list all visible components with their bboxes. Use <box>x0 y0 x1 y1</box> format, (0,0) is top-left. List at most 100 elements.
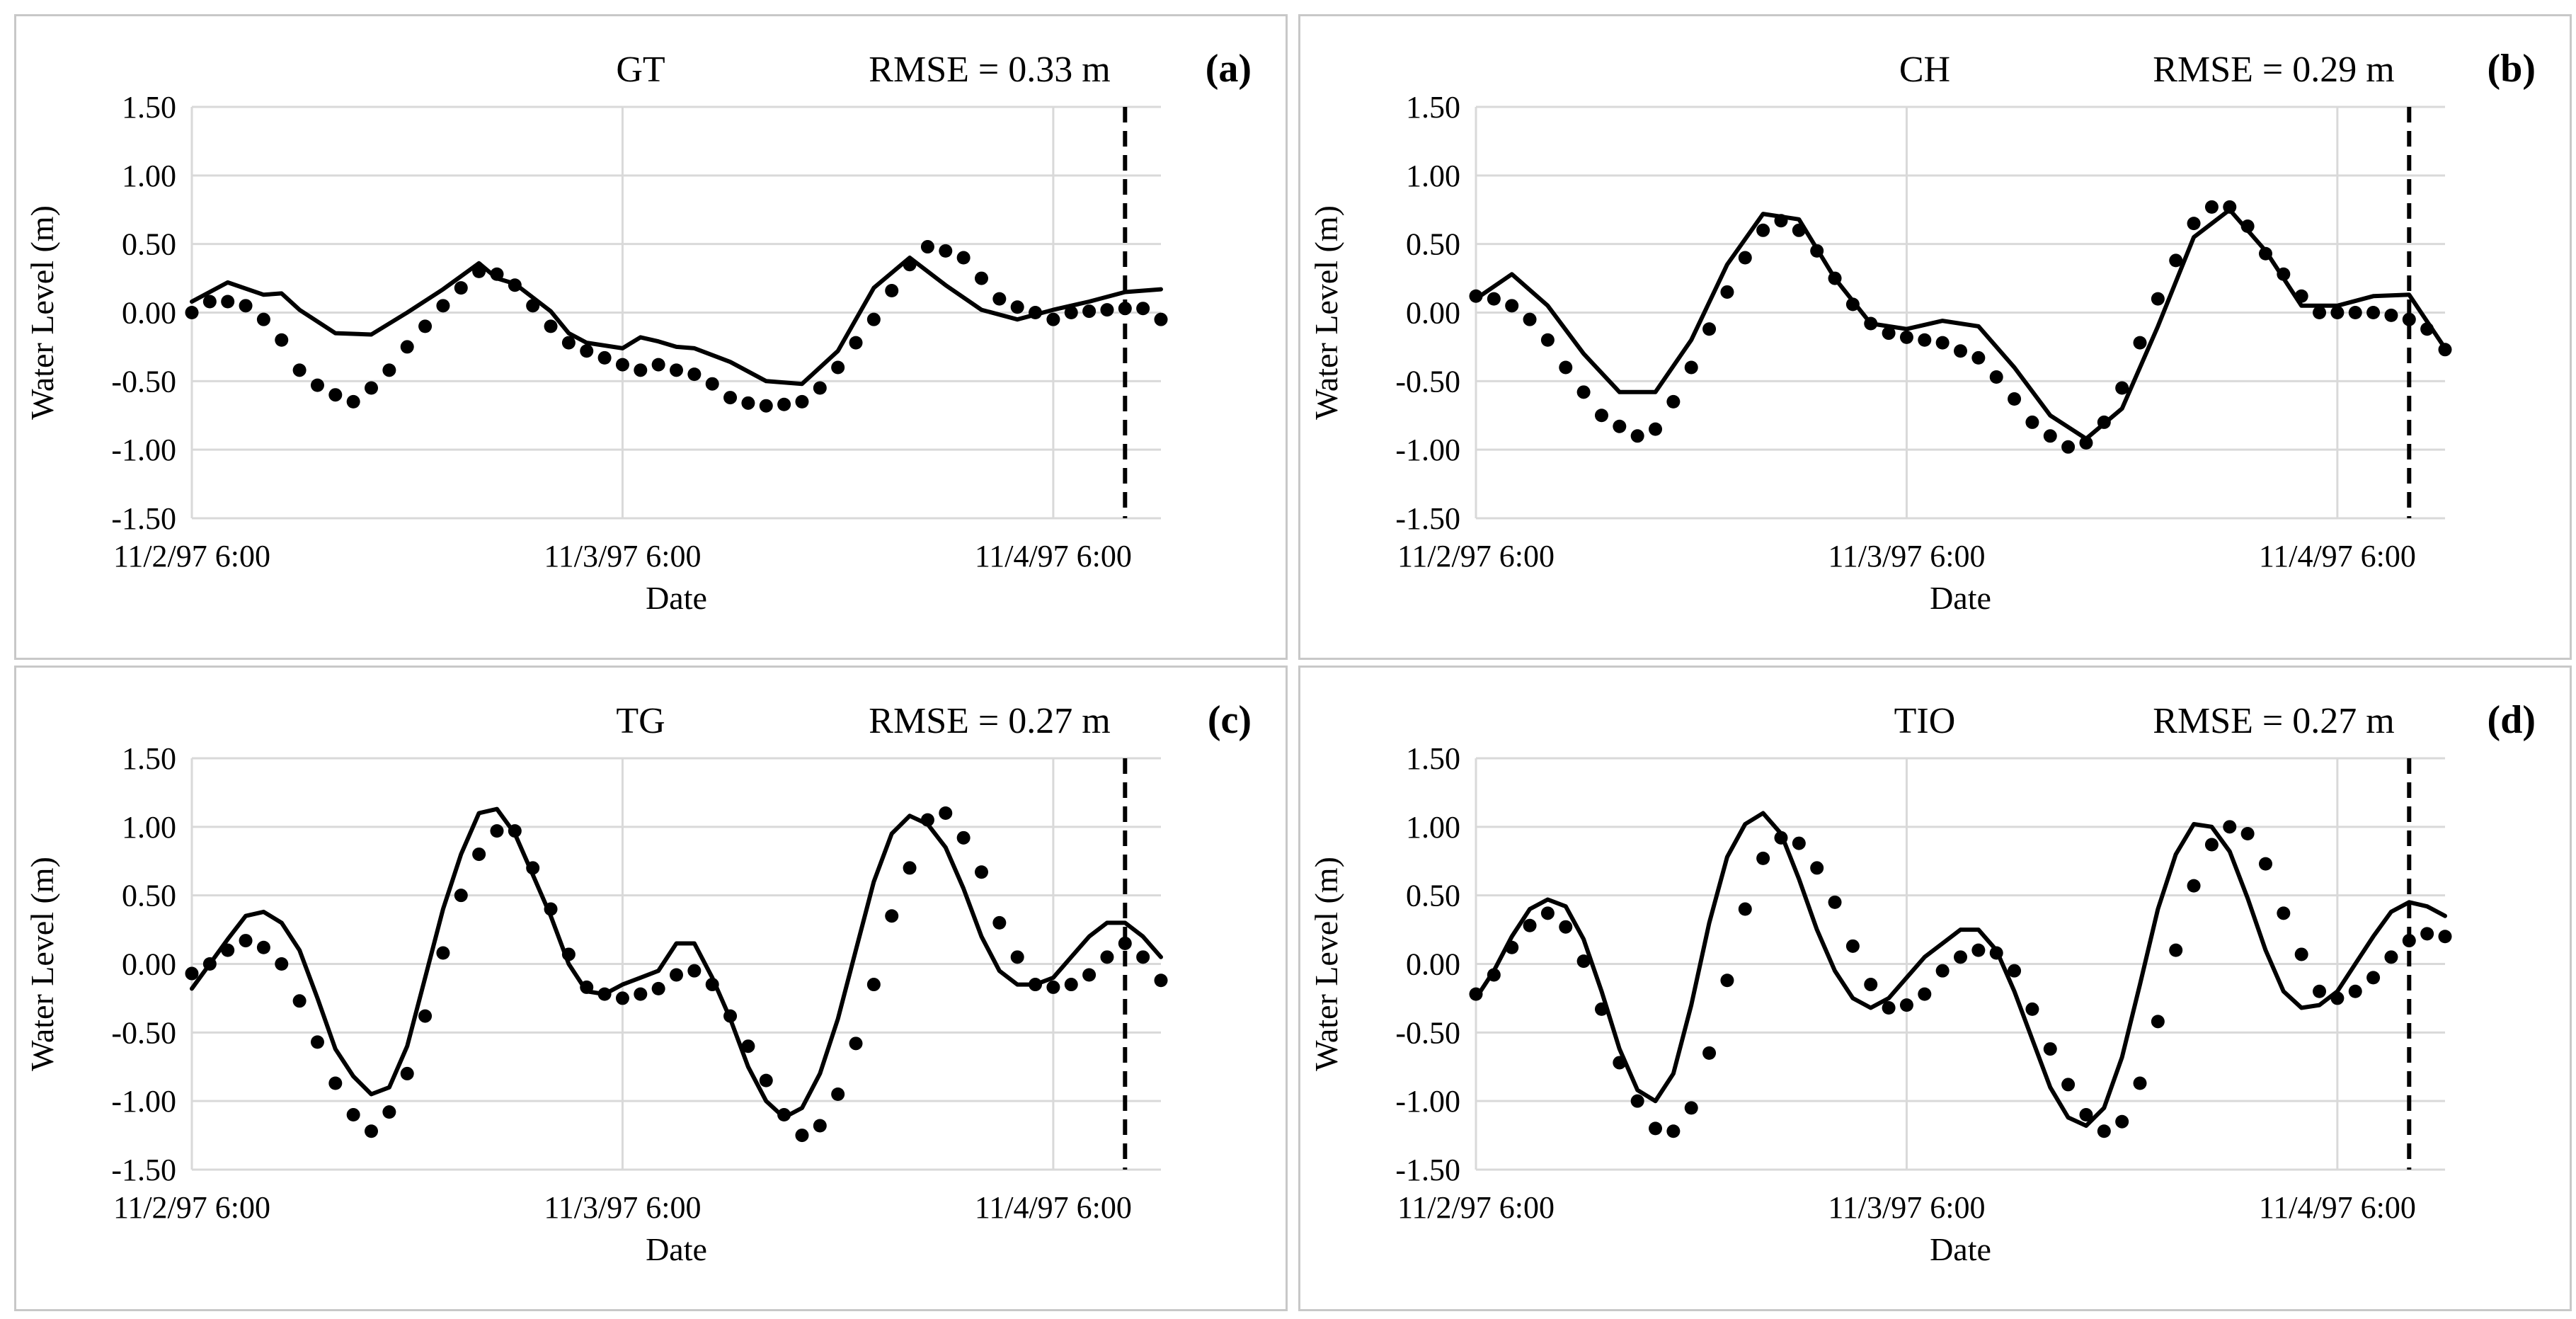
data-point-observed <box>1046 980 1060 994</box>
series-line-simulated <box>1474 811 2447 1128</box>
data-point-observed <box>885 909 899 923</box>
data-point-observed <box>1082 968 1097 982</box>
data-point-observed <box>1154 312 1168 326</box>
data-point-observed <box>400 1066 414 1080</box>
data-point-observed <box>346 1108 360 1122</box>
x-tick-label: 11/4/97 6:00 <box>975 1190 1132 1225</box>
data-point-observed <box>1046 312 1060 326</box>
data-point-observed <box>256 940 270 954</box>
data-point-observed <box>508 824 522 838</box>
data-point-observed <box>992 915 1007 930</box>
data-point-observed <box>1918 333 1932 347</box>
data-point-observed <box>1649 1121 1663 1136</box>
chart-title: GT <box>616 50 665 90</box>
data-point-observed <box>1899 330 1913 344</box>
data-point-observed <box>2313 306 2327 319</box>
data-point-observed <box>1845 297 1860 312</box>
data-point-observed <box>759 1073 773 1087</box>
data-point-observed <box>418 319 433 333</box>
data-point-observed <box>670 968 683 982</box>
data-point-observed <box>580 344 594 358</box>
data-point-observed <box>310 378 324 392</box>
data-point-observed <box>382 363 396 377</box>
data-point-observed <box>472 847 486 862</box>
data-point-observed <box>866 312 881 326</box>
data-point-observed <box>1702 322 1717 336</box>
y-tick-label: -1.00 <box>1395 1084 1460 1119</box>
data-point-observed <box>1792 223 1806 237</box>
data-point-observed <box>2169 253 2183 268</box>
data-point-observed <box>1154 973 1168 988</box>
x-tick-label: 11/4/97 6:00 <box>2259 539 2416 573</box>
data-point-observed <box>885 284 899 298</box>
x-tick-label: 11/3/97 6:00 <box>1828 1190 1985 1225</box>
data-point-observed <box>275 333 289 347</box>
data-point-observed <box>1828 895 1842 909</box>
data-point-observed <box>597 350 612 365</box>
data-point-observed <box>903 258 917 272</box>
data-point-observed <box>1594 1002 1608 1016</box>
data-point-observed <box>615 991 629 1005</box>
data-point-observed <box>561 947 576 961</box>
data-point-observed <box>1899 998 1913 1012</box>
data-point-observed <box>1756 851 1770 865</box>
data-point-observed <box>1810 861 1824 875</box>
data-point-observed <box>1613 1056 1627 1070</box>
data-point-observed <box>1774 830 1788 845</box>
data-point-observed <box>1100 950 1114 964</box>
data-point-observed <box>275 957 289 971</box>
y-tick-label: -0.50 <box>111 364 176 399</box>
data-point-observed <box>2294 947 2308 961</box>
data-point-observed <box>2348 984 2362 998</box>
data-point-observed <box>185 306 199 319</box>
data-point-observed <box>1882 326 1896 341</box>
y-tick-label: 1.50 <box>1406 90 1460 125</box>
data-point-observed <box>1523 312 1537 326</box>
data-point-observed <box>849 336 863 350</box>
data-point-observed <box>2420 927 2434 941</box>
data-point-observed <box>544 902 558 916</box>
data-point-observed <box>292 363 307 377</box>
y-tick-label: 0.50 <box>122 879 176 913</box>
data-point-observed <box>2079 435 2093 450</box>
data-point-observed <box>597 987 612 1001</box>
data-point-observed <box>1523 918 1537 932</box>
y-tick-label: 1.50 <box>122 90 176 125</box>
data-point-observed <box>2313 984 2327 998</box>
x-tick-label: 11/2/97 6:00 <box>1397 539 1555 573</box>
data-point-observed <box>1954 950 1967 964</box>
y-tick-label: 1.00 <box>1406 810 1460 845</box>
data-point-observed <box>472 264 486 278</box>
data-point-observed <box>400 340 414 354</box>
data-point-observed <box>580 980 594 994</box>
data-point-observed <box>1576 385 1591 399</box>
y-tick-label: 0.00 <box>122 296 176 331</box>
data-point-observed <box>2187 879 2201 893</box>
data-point-observed <box>2438 343 2452 357</box>
data-point-observed <box>939 244 953 258</box>
chart-title: TIO <box>1894 701 1956 741</box>
data-point-observed <box>741 1039 755 1054</box>
data-point-observed <box>992 292 1007 306</box>
x-tick-label: 11/2/97 6:00 <box>1397 1190 1555 1225</box>
data-point-observed <box>1702 1046 1717 1060</box>
data-point-observed <box>2438 930 2452 944</box>
data-point-observed <box>2204 200 2219 214</box>
data-point-observed <box>1505 299 1519 313</box>
y-tick-label: 0.50 <box>122 227 176 262</box>
data-point-observed <box>2366 306 2381 319</box>
series-line-simulated <box>190 256 1163 387</box>
data-point-observed <box>920 240 934 254</box>
y-tick-label: 0.50 <box>1406 227 1460 262</box>
data-point-observed <box>2402 934 2416 948</box>
data-point-observed <box>1010 300 1024 314</box>
data-point-observed <box>292 994 307 1008</box>
data-point-observed <box>1792 836 1806 850</box>
data-point-observed <box>2079 1108 2093 1122</box>
data-point-observed <box>2187 217 2201 231</box>
chart-panel-c: 1.50 1.00 0.50 0.00 -0.50 -1.00 -1.50 11/2/97 6… <box>14 666 1288 1311</box>
data-point-observed <box>1774 214 1788 228</box>
data-point-observed <box>1882 1000 1896 1015</box>
x-tick-label: 11/4/97 6:00 <box>2259 1190 2416 1225</box>
